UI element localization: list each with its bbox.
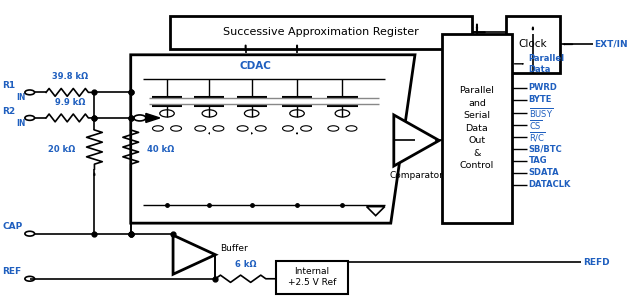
Text: 6 kΩ: 6 kΩ <box>235 260 256 269</box>
Text: R2: R2 <box>3 107 16 116</box>
Text: Buffer: Buffer <box>220 244 248 253</box>
Polygon shape <box>173 235 215 274</box>
Text: Comparator: Comparator <box>389 171 444 180</box>
Text: Internal
+2.5 V Ref: Internal +2.5 V Ref <box>288 267 336 287</box>
Text: Parallel
and
Serial
Data
Out
&
Control: Parallel and Serial Data Out & Control <box>459 86 495 170</box>
Text: TAG: TAG <box>529 156 547 165</box>
Text: IN: IN <box>16 118 25 127</box>
Polygon shape <box>146 114 160 122</box>
Text: Parallel
Data: Parallel Data <box>529 54 565 73</box>
Text: REFD: REFD <box>583 258 610 267</box>
Text: Successive Approximation Register: Successive Approximation Register <box>223 27 419 37</box>
Text: $\overline{\rm{R/C}}$: $\overline{\rm{R/C}}$ <box>529 130 545 143</box>
Text: 39.8 kΩ: 39.8 kΩ <box>52 72 88 81</box>
Text: IN: IN <box>16 93 25 102</box>
Polygon shape <box>394 115 439 166</box>
Text: EXT/IN: EXT/IN <box>594 40 628 49</box>
Bar <box>170 16 473 49</box>
Text: SDATA: SDATA <box>529 168 559 177</box>
Text: SB/BTC: SB/BTC <box>529 144 562 153</box>
Text: CAP: CAP <box>3 222 23 231</box>
Polygon shape <box>131 55 415 223</box>
Text: CDAC: CDAC <box>240 61 271 71</box>
Text: Clock: Clock <box>519 39 547 49</box>
Text: 40 kΩ: 40 kΩ <box>147 145 175 154</box>
Text: R1: R1 <box>3 81 16 90</box>
Bar <box>442 34 512 223</box>
Text: $\overline{\rm{CS}}$: $\overline{\rm{CS}}$ <box>529 117 542 132</box>
Bar <box>505 16 560 73</box>
Bar <box>276 261 348 294</box>
Text: DATACLK: DATACLK <box>529 180 571 189</box>
Text: $\overline{\rm{BUSY}}$: $\overline{\rm{BUSY}}$ <box>529 105 553 120</box>
Text: 9.9 kΩ: 9.9 kΩ <box>55 98 85 108</box>
Polygon shape <box>367 207 385 216</box>
Text: 20 kΩ: 20 kΩ <box>47 145 75 154</box>
Text: PWRD: PWRD <box>529 83 558 92</box>
Text: REF: REF <box>3 267 21 276</box>
Text: BYTE: BYTE <box>529 95 552 104</box>
